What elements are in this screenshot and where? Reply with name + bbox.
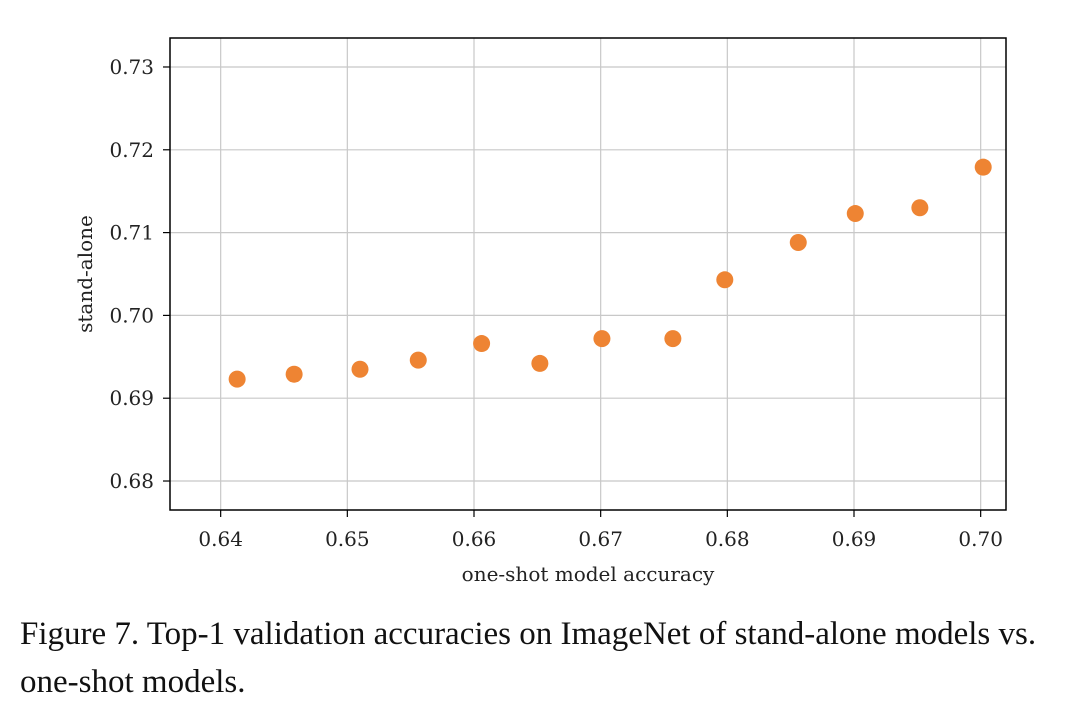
data-point xyxy=(593,330,611,348)
y-tick-label: 0.70 xyxy=(109,303,154,327)
x-axis-label: one-shot model accuracy xyxy=(462,562,715,586)
data-point xyxy=(974,158,992,176)
x-tick-label: 0.69 xyxy=(832,527,877,551)
x-tick-label: 0.65 xyxy=(325,527,370,551)
x-tick-label: 0.67 xyxy=(578,527,623,551)
data-point xyxy=(409,351,427,369)
plot-frame xyxy=(169,37,1007,511)
data-point xyxy=(716,271,734,289)
y-tick-label: 0.73 xyxy=(109,55,154,79)
y-axis-label: stand-alone xyxy=(73,215,97,333)
data-point xyxy=(228,370,246,388)
x-tick-label: 0.64 xyxy=(198,527,243,551)
axis-ticks: 0.64 0.65 0.66 0.67 0.68 0.69 0.70 0.68 0.69 0.70… xyxy=(109,55,1002,551)
figure-caption: Figure 7. Top-1 validation accuracies on… xyxy=(20,616,1037,700)
x-tick-label: 0.68 xyxy=(705,527,750,551)
y-tick-label: 0.72 xyxy=(109,138,154,162)
data-point xyxy=(473,335,491,353)
grid xyxy=(170,38,1006,510)
data-point xyxy=(285,365,303,383)
scatter-chart: 0.64 0.65 0.66 0.67 0.68 0.69 0.70 0.68 0.69 0.70… xyxy=(73,37,1007,586)
y-tick-label: 0.69 xyxy=(109,386,154,410)
data-point xyxy=(664,330,682,348)
data-point xyxy=(846,205,864,223)
data-points xyxy=(228,158,992,388)
data-point xyxy=(531,354,549,372)
y-tick-label: 0.71 xyxy=(109,221,154,245)
y-tick-label: 0.68 xyxy=(109,469,154,493)
data-point xyxy=(911,199,929,217)
data-point xyxy=(351,360,369,378)
x-tick-label: 0.66 xyxy=(452,527,497,551)
x-tick-label: 0.70 xyxy=(958,527,1003,551)
data-point xyxy=(789,234,807,252)
